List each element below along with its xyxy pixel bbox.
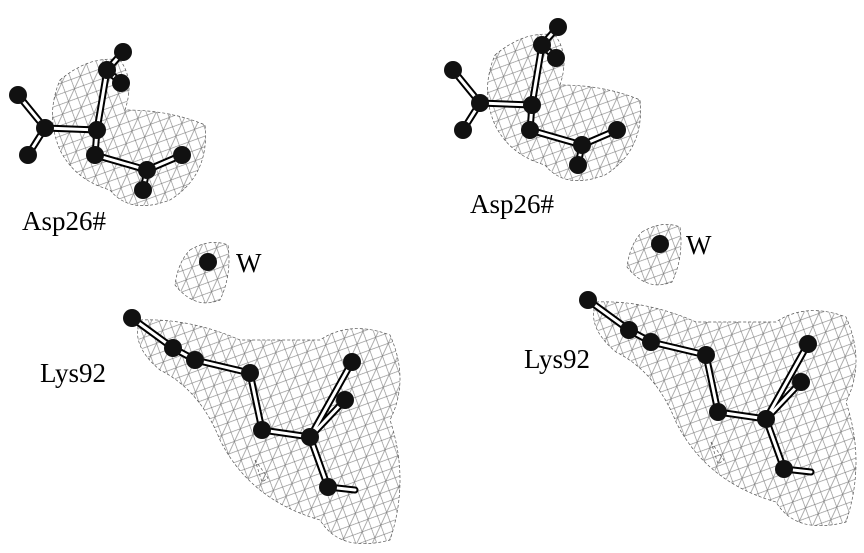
water-label: W: [236, 248, 262, 278]
residue-label: Asp26#: [470, 189, 555, 219]
asp-model: [9, 43, 206, 206]
asp-model: [444, 18, 641, 181]
stereo-figure: Asp26# W Lys92 Asp26# W Lys92: [0, 0, 864, 553]
residue-label: Asp26#: [22, 206, 107, 236]
water-model: [175, 242, 229, 302]
residue-label: Lys92: [40, 358, 106, 388]
water-label: W: [686, 230, 712, 260]
water-model: [627, 224, 681, 284]
left-view: Asp26# W Lys92: [9, 43, 400, 544]
lys-model: [123, 309, 400, 544]
lys-model: [579, 291, 856, 526]
residue-label: Lys92: [524, 344, 590, 374]
right-view: Asp26# W Lys92: [444, 18, 856, 526]
